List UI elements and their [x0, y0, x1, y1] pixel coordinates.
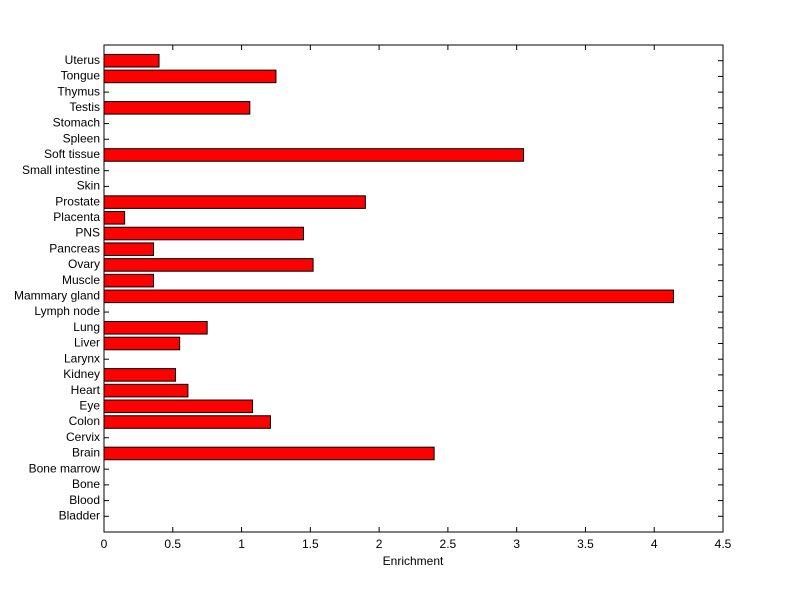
x-axis-label: Enrichment — [383, 554, 444, 568]
bar — [103, 446, 435, 461]
bar — [103, 211, 126, 225]
x-tick-label: 0 — [101, 537, 108, 551]
bar — [103, 53, 160, 68]
y-tick-label: Stomach — [53, 116, 100, 130]
y-tick-label: Brain — [72, 446, 100, 460]
bar — [103, 258, 314, 272]
y-tick-label: Testis — [69, 100, 100, 114]
y-tick-label: Blood — [69, 493, 100, 507]
y-tick-label: Lung — [73, 320, 100, 334]
y-tick-label: Kidney — [63, 367, 100, 381]
bar — [103, 69, 277, 84]
y-tick-label: Cervix — [66, 430, 100, 444]
y-tick-label: Thymus — [57, 84, 100, 98]
y-tick-label: Bone — [72, 477, 100, 491]
y-tick-label: Skin — [77, 179, 100, 193]
bar — [103, 195, 366, 209]
x-tick-label: 2.5 — [440, 537, 457, 551]
axes-box — [103, 44, 724, 533]
y-tick-label: Soft tissue — [44, 147, 100, 161]
y-tick-label: Heart — [71, 383, 101, 397]
bar — [103, 368, 177, 382]
y-tick-label: Uterus — [65, 53, 100, 67]
x-tick-label: 1 — [238, 537, 245, 551]
bar — [103, 226, 304, 241]
y-tick-label: Ovary — [68, 257, 100, 271]
bar — [103, 289, 674, 304]
bar — [103, 101, 251, 115]
y-tick-label: Muscle — [62, 273, 100, 287]
y-tick-label: Small intestine — [22, 163, 100, 177]
y-tick-label: Bladder — [59, 508, 100, 522]
bar — [103, 415, 271, 429]
y-tick-label: Tongue — [61, 69, 101, 83]
x-tick-label: 1.5 — [302, 537, 319, 551]
y-tick-label: Mammary gland — [14, 289, 100, 303]
x-tick-label: 3.5 — [577, 537, 594, 551]
y-tick-label: Pancreas — [49, 241, 100, 255]
y-tick-label: Colon — [69, 414, 100, 428]
bar — [103, 399, 254, 414]
bar — [103, 320, 208, 335]
y-tick-label: Liver — [74, 336, 100, 350]
y-tick-label: Eye — [79, 398, 100, 412]
bar — [103, 336, 181, 351]
x-tick-label: 3 — [513, 537, 520, 551]
y-tick-label: Spleen — [63, 131, 100, 145]
x-tick-label: 0.5 — [164, 537, 181, 551]
y-tick-label: Lymph node — [34, 304, 100, 318]
y-tick-label: Prostate — [55, 194, 100, 208]
x-tick-label: 4 — [651, 537, 658, 551]
bar — [103, 273, 155, 288]
x-tick-label: 2 — [376, 537, 383, 551]
y-tick-label: Bone marrow — [29, 461, 101, 475]
x-tick-label: 4.5 — [715, 537, 732, 551]
y-tick-label: Placenta — [53, 210, 100, 224]
bar — [103, 242, 155, 257]
y-tick-label: PNS — [75, 226, 100, 240]
bar — [103, 383, 189, 398]
bar — [103, 148, 525, 162]
y-tick-label: Larynx — [64, 351, 100, 365]
